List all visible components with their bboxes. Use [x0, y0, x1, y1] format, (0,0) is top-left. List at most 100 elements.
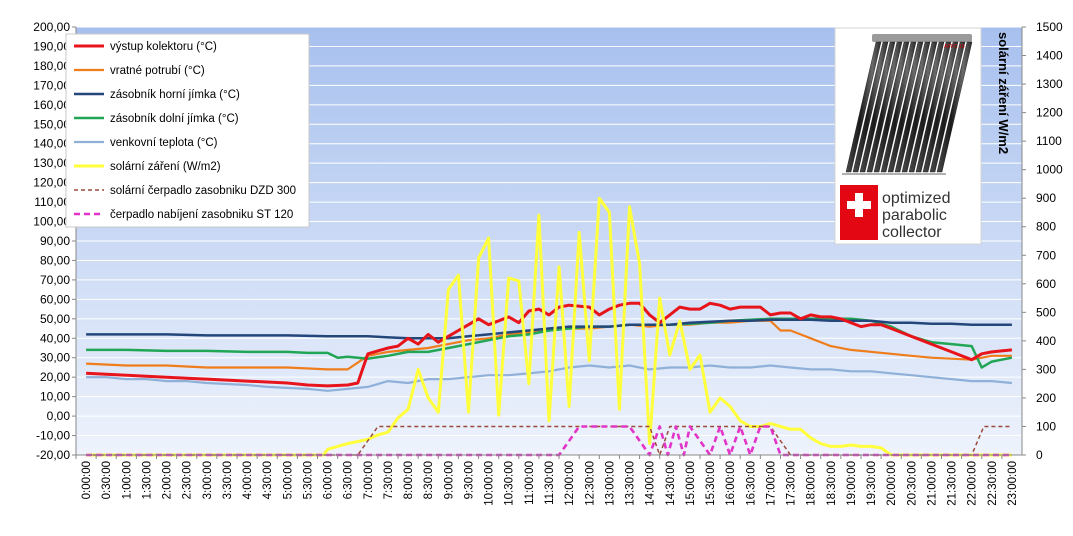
- left-tick-label: 140,00: [33, 137, 70, 151]
- x-tick-label: 5:30:00: [302, 461, 314, 499]
- left-tick-label: 10,00: [40, 390, 70, 404]
- x-tick-label: 0:30:00: [101, 461, 113, 499]
- x-tick-label: 2:30:00: [182, 461, 194, 499]
- x-tick-label: 17:30:00: [786, 461, 798, 506]
- series-layer: [86, 196, 1013, 457]
- right-tick-label: 700: [1036, 248, 1056, 262]
- left-tick-label: 110,00: [34, 195, 70, 209]
- x-tick-label: 11:00:00: [524, 461, 536, 505]
- x-axis: 0:00:00 0:30:00 1:00:00 1:30:00 2:00:00 2:30:…: [75, 454, 1022, 506]
- brand-line-3: collector: [882, 224, 942, 241]
- x-tick-label: 5:00:00: [282, 461, 294, 499]
- legend-label: vratné potrubí (°C): [110, 65, 205, 77]
- x-tick-label: 20:00:00: [886, 461, 898, 506]
- x-tick-label: 19:00:00: [846, 461, 858, 506]
- x-tick-label: 14:30:00: [665, 461, 677, 506]
- x-tick-label: 3:30:00: [222, 461, 234, 499]
- brand-line-1: optimized: [882, 190, 950, 207]
- x-tick-label: 3:00:00: [202, 461, 214, 499]
- x-tick-label: 9:00:00: [443, 461, 455, 499]
- right-tick-label: 100: [1036, 419, 1056, 433]
- right-tick-label: 600: [1036, 277, 1056, 291]
- series-line-2: [86, 318, 1012, 340]
- x-tick-label: 10:30:00: [504, 461, 516, 506]
- x-tick-label: 18:30:00: [826, 461, 838, 506]
- swiss-cross-horizontal: [847, 201, 871, 209]
- x-tick-label: 4:30:00: [262, 461, 274, 499]
- series-line-7: [86, 425, 1012, 457]
- left-tick-label: 120,00: [33, 176, 70, 190]
- left-tick-label: 160,00: [33, 98, 70, 112]
- collector-tube: [852, 41, 889, 173]
- collector-tube: [929, 41, 966, 173]
- x-tick-label: 6:30:00: [343, 461, 355, 499]
- collector-tube: [845, 41, 882, 173]
- collector-tube: [915, 41, 952, 173]
- x-tick-label: 13:00:00: [604, 461, 616, 506]
- collector-tube: [873, 41, 910, 173]
- x-tick-label: 0:00:00: [81, 461, 93, 499]
- brand-line-2: parabolic: [882, 207, 947, 224]
- x-tick-label: 2:00:00: [162, 461, 174, 499]
- series-line-0: [86, 301, 1013, 388]
- x-tick-label: 15:00:00: [685, 461, 697, 506]
- x-tick-label: 19:30:00: [866, 461, 878, 506]
- left-tick-label: 90,00: [40, 234, 70, 248]
- collector-tube: [887, 41, 924, 173]
- collector-tube: [936, 41, 973, 173]
- left-tick-label: 40,00: [40, 331, 70, 345]
- collector-tube: [922, 41, 959, 173]
- left-tick-label: 170,00: [33, 78, 70, 92]
- legend-label: solární záření (W/m2): [110, 161, 221, 173]
- left-tick-label: 100,00: [33, 215, 70, 229]
- x-tick-label: 14:00:00: [645, 461, 657, 506]
- x-tick-label: 4:00:00: [242, 461, 254, 499]
- right-tick-label: 500: [1036, 305, 1056, 319]
- collector-tube: [859, 41, 896, 173]
- left-tick-label: 30,00: [40, 351, 70, 365]
- x-tick-label: 11:30:00: [544, 461, 556, 505]
- x-tick-label: 9:30:00: [463, 461, 475, 499]
- left-tick-label: -20,00: [36, 448, 70, 462]
- collector-header: [872, 34, 972, 42]
- right-tick-label: 800: [1036, 220, 1056, 234]
- product-image-inset: APPC 15 optimized parabolic collector: [834, 27, 982, 245]
- left-tick-label: 60,00: [40, 292, 70, 306]
- left-tick-label: 150,00: [33, 117, 70, 131]
- right-tick-label: 200: [1036, 391, 1056, 405]
- left-tick-label: 0,00: [47, 409, 71, 423]
- left-tick-label: 200,00: [33, 20, 70, 34]
- legend-label: zásobník horní jímka (°C): [110, 89, 240, 101]
- series-line-4: [86, 364, 1013, 392]
- legend-box: [65, 33, 310, 228]
- x-tick-label: 13:30:00: [625, 461, 637, 506]
- x-tick-label: 10:00:00: [484, 461, 496, 506]
- left-tick-label: 70,00: [40, 273, 70, 287]
- left-tick-label: 130,00: [33, 156, 70, 170]
- series-line-6: [86, 425, 1012, 456]
- right-tick-label: 400: [1036, 334, 1056, 348]
- x-tick-label: 1:30:00: [141, 461, 153, 499]
- collector-label: APPC 15: [944, 44, 965, 50]
- right-tick-label: 1200: [1036, 106, 1063, 120]
- legend: výstup kolektoru (°C) vratné potrubí (°C)…: [65, 33, 310, 228]
- right-tick-label: 0: [1036, 448, 1043, 462]
- collector-tube: [894, 41, 931, 173]
- left-axis: 200,00 190,00 180,00 170,00 160,00 150,00 140,…: [33, 20, 77, 462]
- x-tick-label: 8:30:00: [423, 461, 435, 499]
- x-tick-label: 21:30:00: [947, 461, 959, 506]
- right-tick-label: 1400: [1036, 49, 1063, 63]
- left-tick-label: 80,00: [40, 253, 70, 267]
- left-tick-label: 50,00: [40, 312, 70, 326]
- left-tick-label: 20,00: [40, 370, 70, 384]
- collector-tube: [880, 41, 917, 173]
- collector-tube: [901, 41, 938, 173]
- series-line-5: [86, 196, 1012, 457]
- x-tick-label: 20:30:00: [906, 461, 918, 506]
- right-tick-label: 1500: [1036, 20, 1063, 34]
- x-tick-label: 7:00:00: [363, 461, 375, 499]
- right-tick-label: 1300: [1036, 77, 1063, 91]
- legend-label: čerpadlo nabíjení zasobniku ST 120: [110, 209, 293, 221]
- x-tick-label: 12:00:00: [564, 461, 576, 506]
